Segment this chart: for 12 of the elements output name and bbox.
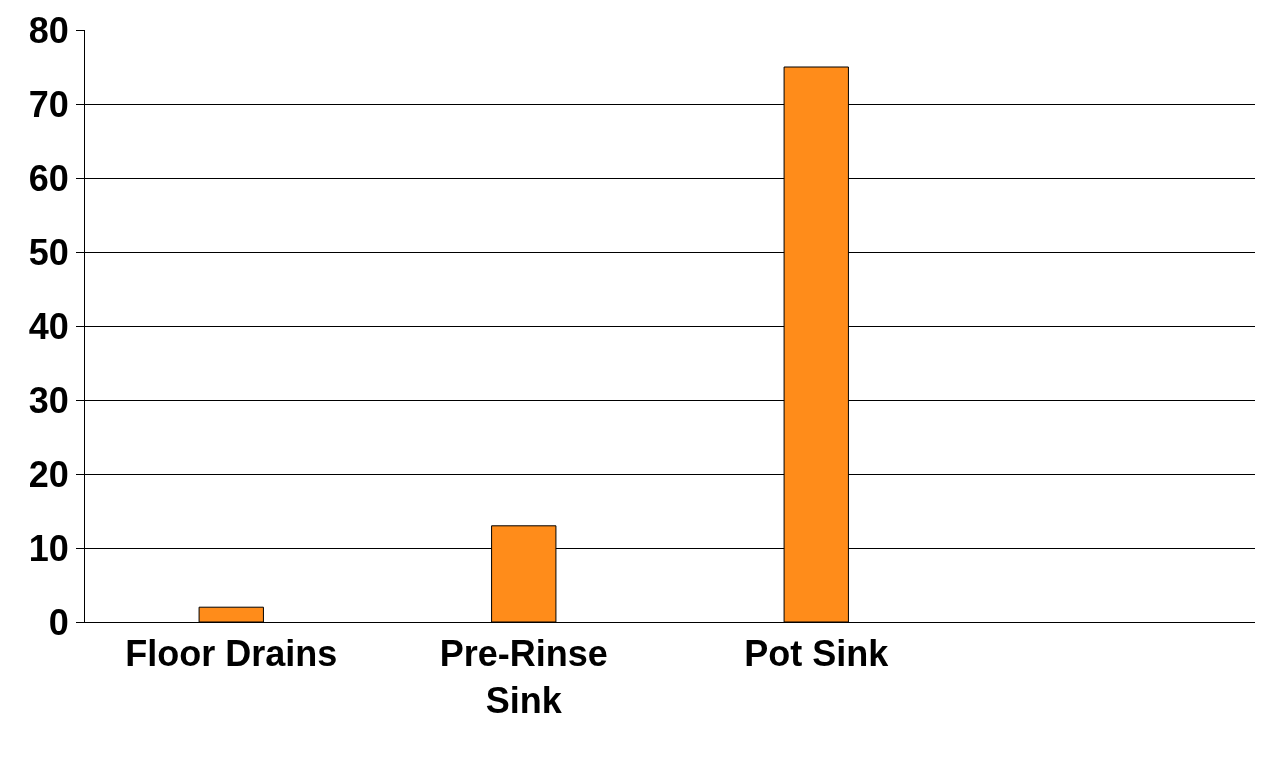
- y-tick-label: 80: [28, 9, 69, 51]
- x-tick-label: Pot Sink: [744, 633, 890, 675]
- y-tick-label: 70: [28, 83, 69, 125]
- y-tick-label: 50: [28, 231, 69, 273]
- y-tick-label: 60: [28, 157, 69, 199]
- y-tick-label: 20: [28, 453, 69, 495]
- x-tick-label: Floor Drains: [125, 633, 338, 675]
- y-tick-label: 40: [28, 305, 69, 347]
- y-tick-label: 0: [48, 601, 69, 643]
- y-tick-label: 30: [28, 379, 69, 421]
- y-tick-label: 10: [28, 527, 69, 569]
- x-tick-label: Pre-Rinse Sink: [439, 633, 608, 721]
